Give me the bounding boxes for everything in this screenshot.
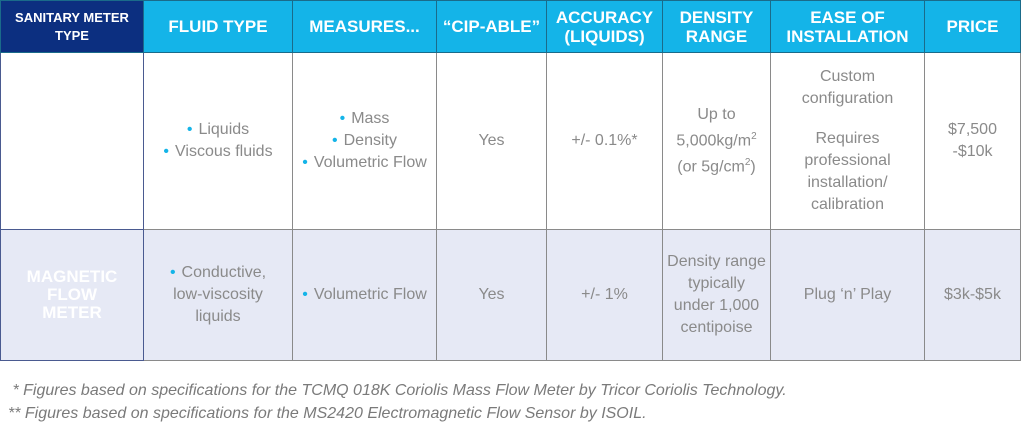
list-item: Viscous fluids (148, 141, 288, 163)
density-line: (or 5g/cm2) (667, 152, 766, 178)
header-cip-able: “CIP-ABLE” (436, 0, 547, 53)
footnote-1: * Figures based on specifications for th… (8, 382, 787, 399)
density-text: ) (750, 158, 756, 176)
density-cell: Density range typically under 1,000 cent… (662, 229, 771, 361)
cip-cell: Yes (436, 52, 547, 230)
ease-line: Requires professional installation/ cali… (804, 130, 891, 213)
fluid-type-cell: Conductive, low-viscosity liquids (143, 229, 293, 361)
header-density-range: DENSITY RANGE (662, 0, 771, 53)
density-text: 5,000kg/m (676, 132, 752, 149)
accuracy-cell: +/- 0.1%* (546, 52, 663, 230)
ease-cell: Custom configuration Requires professiona… (770, 52, 925, 230)
header-row: SANITARY METER TYPE FLUID TYPE MEASURES.… (0, 0, 1021, 53)
superscript: 2 (751, 130, 757, 142)
price-cell: $3k-$5k (924, 229, 1021, 361)
header-meter-type: SANITARY METER TYPE (0, 0, 144, 53)
ease-line: Custom configuration (801, 68, 894, 107)
row-header-coriolis: CORIOLIS METER (0, 52, 144, 230)
header-price: PRICE (924, 0, 1021, 53)
density-line: Up to (697, 105, 736, 123)
list-item: Density (297, 130, 432, 152)
list-item: Volumetric Flow (297, 284, 432, 306)
price-cell: $7,500 -$10k (924, 52, 1021, 230)
accuracy-cell: +/- 1% (546, 229, 663, 361)
cip-cell: Yes (436, 229, 547, 361)
ease-cell: Plug ‘n’ Play (770, 229, 925, 361)
density-cell: Up to 5,000kg/m2 (or 5g/cm2) (662, 52, 771, 230)
header-measures: MEASURES... (292, 0, 437, 53)
list-item: Mass (297, 108, 432, 130)
header-accuracy: ACCURACY (LIQUIDS) (546, 0, 663, 53)
comparison-table: SANITARY METER TYPE FLUID TYPE MEASURES.… (0, 0, 1021, 361)
header-fluid-type: FLUID TYPE (143, 0, 293, 53)
superscript: 2 (744, 157, 751, 168)
table-row: MAGNETIC FLOW METER Conductive, low-visc… (0, 229, 1021, 361)
density-text: (or 5g/cm (677, 158, 745, 176)
density-line: 5,000kg/m2 (667, 126, 766, 152)
list-item: Conductive, low-viscosity liquids (164, 262, 272, 328)
measures-cell: Volumetric Flow (292, 229, 437, 361)
table-row: CORIOLIS METER LiquidsViscous fluids Mas… (0, 52, 1021, 230)
footnote-2: ** Figures based on specifications for t… (8, 405, 647, 422)
header-ease-of-installation: EASE OF INSTALLATION (770, 0, 925, 53)
row-header-magnetic: MAGNETIC FLOW METER (0, 229, 144, 361)
measures-cell: MassDensityVolumetric Flow (292, 52, 437, 230)
list-item: Liquids (148, 119, 288, 141)
list-item: Volumetric Flow (297, 152, 432, 174)
fluid-type-cell: LiquidsViscous fluids (143, 52, 293, 230)
